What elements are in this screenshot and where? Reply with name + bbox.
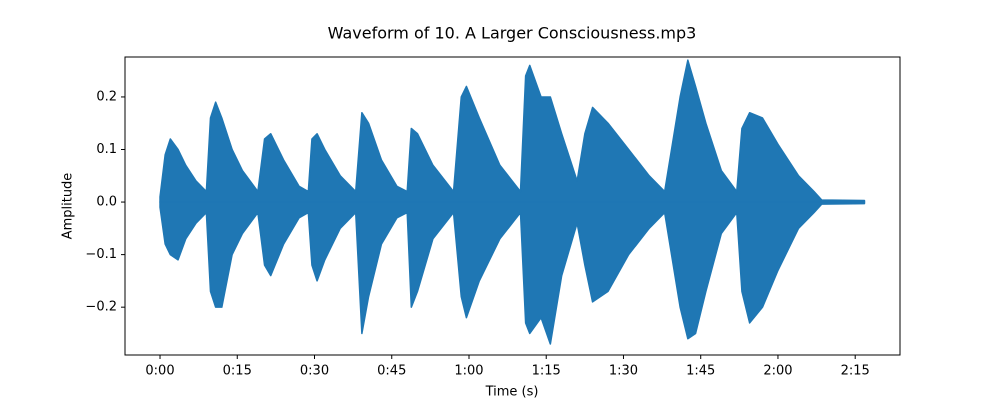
x-tick-label: 0:30 xyxy=(300,364,329,379)
waveform-area xyxy=(159,201,866,345)
x-axis-label: Time (s) xyxy=(485,385,539,400)
y-tick-label: −0.1 xyxy=(85,247,117,262)
y-tick-label: 0.2 xyxy=(96,89,117,104)
x-tick-label: 0:45 xyxy=(377,364,406,379)
x-tick-label: 2:15 xyxy=(841,364,870,379)
x-tick-label: 2:00 xyxy=(763,364,792,379)
y-tick-label: 0.0 xyxy=(96,195,117,210)
y-tick-label: 0.1 xyxy=(96,142,117,157)
y-tick-label: −0.2 xyxy=(85,300,117,315)
x-tick-label: 1:45 xyxy=(686,364,715,379)
x-tick-label: 1:30 xyxy=(609,364,638,379)
x-tick-label: 0:00 xyxy=(145,364,174,379)
x-tick-label: 1:15 xyxy=(532,364,561,379)
x-tick-label: 1:00 xyxy=(454,364,483,379)
chart-title: Waveform of 10. A Larger Consciousness.m… xyxy=(328,24,697,43)
waveform-area xyxy=(159,59,866,203)
y-axis-label: Amplitude xyxy=(61,173,76,240)
x-tick-label: 0:15 xyxy=(223,364,252,379)
plot-frame xyxy=(124,56,901,356)
